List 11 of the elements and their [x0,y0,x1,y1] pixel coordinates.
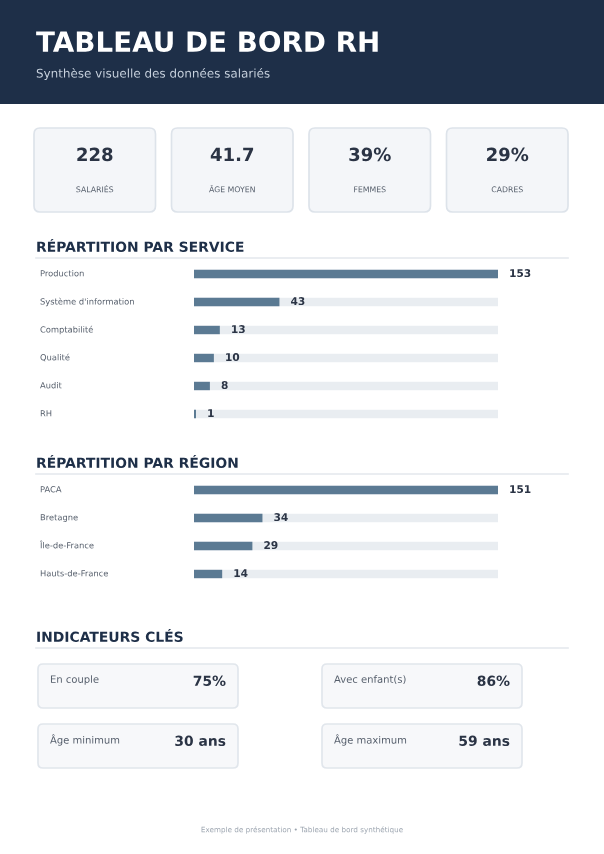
text: TABLEAU DE BORD RH [36,31,378,53]
bar [194,513,263,523]
bar [194,541,253,551]
data-label: 41.7 [210,147,254,161]
data-label: 29% [487,147,529,162]
bar [194,569,223,579]
bar [194,325,220,335]
bar [194,353,214,363]
data-label: 228 [77,147,113,162]
data-label: 39% [349,147,391,162]
bar [194,381,210,391]
